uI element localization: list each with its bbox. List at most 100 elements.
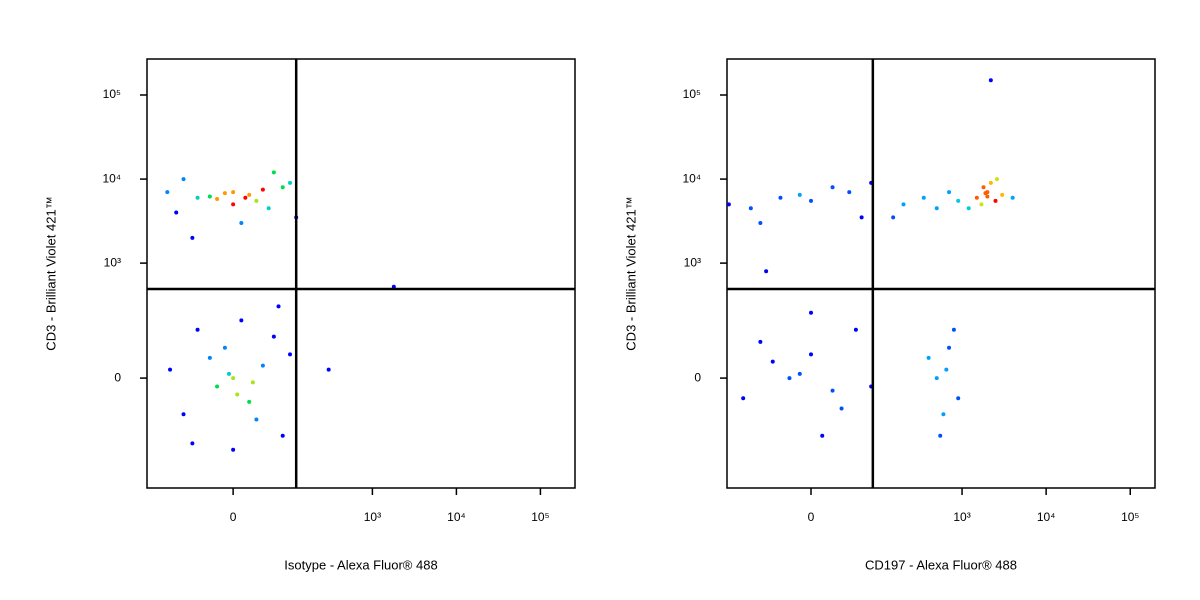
- x-tick-label: 0: [230, 510, 237, 524]
- y-tick-label: 10³: [104, 255, 121, 269]
- event-dot: [764, 269, 769, 274]
- x-tick-label: 10⁵: [531, 510, 549, 524]
- event-dot: [941, 412, 946, 417]
- event-dot: [758, 221, 763, 226]
- event-dot: [288, 180, 293, 185]
- event-dot: [1000, 192, 1005, 197]
- event-dot: [276, 304, 281, 309]
- event-dot: [944, 367, 949, 372]
- x-tick-label: 10³: [364, 510, 381, 524]
- event-dot: [859, 215, 864, 220]
- x-axis-label: CD197 - Alexa Fluor® 488: [865, 557, 1017, 572]
- plot-frame: [146, 58, 576, 489]
- event-dot: [239, 318, 244, 323]
- event-dot: [797, 192, 802, 197]
- event-dot: [254, 417, 259, 422]
- event-dot: [847, 190, 852, 195]
- event-dot: [231, 447, 236, 452]
- event-dot: [993, 198, 998, 203]
- event-dot: [809, 198, 814, 203]
- event-dot: [748, 206, 753, 211]
- y-tick-label: 10³: [684, 255, 701, 269]
- event-dot: [231, 202, 236, 207]
- y-tick-label: 10⁵: [683, 87, 701, 101]
- event-dot: [207, 194, 212, 199]
- event-dot: [938, 433, 943, 438]
- y-tick-label: 10⁵: [103, 87, 121, 101]
- x-tick-label: 10⁵: [1121, 510, 1139, 524]
- event-dot: [207, 355, 212, 360]
- event-dot: [988, 180, 993, 185]
- event-dot: [926, 355, 931, 360]
- event-dot: [974, 195, 979, 200]
- event-dot: [243, 195, 248, 200]
- event-dot: [260, 187, 265, 192]
- x-tick-label: 10³: [953, 510, 970, 524]
- event-dot: [190, 441, 195, 446]
- event-dot: [947, 345, 952, 350]
- event-dot: [988, 78, 993, 83]
- event-dot: [983, 191, 988, 196]
- event-dot: [326, 367, 331, 372]
- event-dot: [181, 412, 186, 417]
- x-tick-label: 10⁴: [447, 510, 466, 524]
- event-dot: [853, 327, 858, 332]
- event-dot: [231, 190, 236, 195]
- event-dot: [195, 327, 200, 332]
- y-tick-label: 0: [114, 370, 121, 384]
- event-dot: [190, 235, 195, 240]
- event-dot: [787, 376, 792, 381]
- event-dot: [770, 359, 775, 364]
- event-dot: [830, 388, 835, 393]
- event-dot: [741, 396, 746, 401]
- event-dot: [226, 371, 231, 376]
- plot-frame: [726, 58, 1156, 489]
- event-dot: [956, 396, 961, 401]
- event-dot: [726, 202, 731, 207]
- event-dot: [985, 194, 990, 199]
- event-dot: [901, 202, 906, 207]
- event-dot: [254, 198, 259, 203]
- y-tick-label: 10⁴: [682, 171, 701, 185]
- event-dot: [222, 345, 227, 350]
- event-dot: [215, 384, 220, 389]
- y-axis-label: CD3 - Brilliant Violet 421™: [43, 196, 58, 350]
- event-dot: [266, 206, 271, 211]
- event-dot: [820, 433, 825, 438]
- event-dot: [981, 185, 986, 190]
- event-dot: [758, 339, 763, 344]
- event-dot: [247, 192, 252, 197]
- x-tick-label: 0: [808, 510, 815, 524]
- event-dot: [168, 367, 173, 372]
- event-dot: [809, 310, 814, 315]
- event-dot: [195, 195, 200, 200]
- event-dot: [288, 352, 293, 357]
- event-dot: [280, 433, 285, 438]
- event-dot: [280, 185, 285, 190]
- event-dot: [921, 195, 926, 200]
- x-axis-label: Isotype - Alexa Fluor® 488: [284, 557, 437, 572]
- event-dot: [239, 221, 244, 226]
- y-tick-label: 10⁴: [102, 171, 121, 185]
- event-dot: [934, 206, 939, 211]
- event-dot: [1010, 195, 1015, 200]
- x-tick-label: 10⁴: [1037, 510, 1056, 524]
- event-dot: [271, 334, 276, 339]
- event-dot: [215, 196, 220, 201]
- event-dot: [797, 371, 802, 376]
- event-dot: [956, 198, 961, 203]
- event-dot: [250, 380, 255, 385]
- y-tick-label: 0: [694, 370, 701, 384]
- event-dot: [830, 185, 835, 190]
- event-dot: [235, 392, 240, 397]
- event-dot: [222, 191, 227, 196]
- event-dot: [951, 327, 956, 332]
- event-dot: [165, 190, 170, 195]
- event-dot: [778, 195, 783, 200]
- event-dot: [247, 399, 252, 404]
- event-dot: [260, 363, 265, 368]
- event-dot: [966, 206, 971, 211]
- event-dot: [891, 215, 896, 220]
- event-dot: [839, 406, 844, 411]
